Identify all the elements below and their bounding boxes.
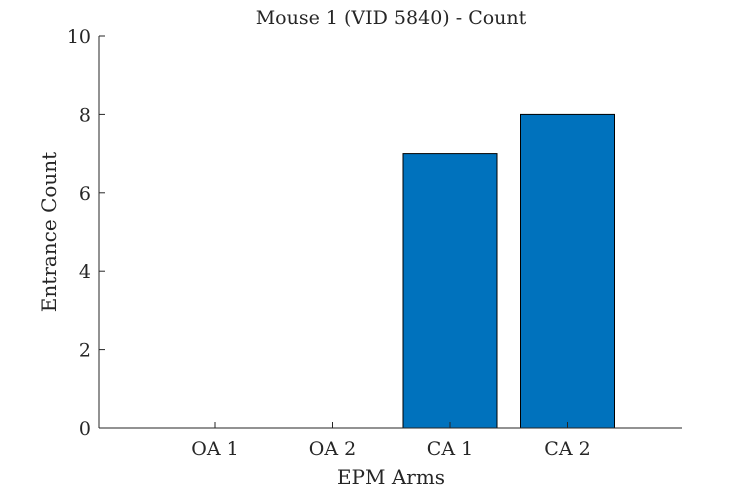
y-axis-label: Entrance Count (37, 152, 61, 312)
x-tick-label: OA 1 (191, 438, 238, 460)
chart-title: Mouse 1 (VID 5840) - Count (256, 7, 527, 29)
bar-ca-1 (402, 153, 498, 429)
y-tick-label: 2 (79, 340, 91, 362)
bar-ca-2 (520, 113, 615, 429)
x-axis: OA 1 OA 2 CA 1 CA 2 (99, 422, 682, 460)
y-tick-label: 4 (79, 261, 91, 283)
x-tick-label: CA 1 (427, 438, 473, 460)
bars-group (402, 113, 615, 429)
y-tick-label: 0 (79, 418, 91, 440)
y-axis: 0 2 4 6 8 10 (67, 26, 105, 440)
x-tick-label: CA 2 (544, 438, 590, 460)
y-tick-label: 8 (79, 104, 91, 126)
y-tick-label: 6 (79, 183, 91, 205)
x-tick-label: OA 2 (309, 438, 356, 460)
y-tick-label: 10 (67, 26, 91, 48)
x-axis-label: EPM Arms (337, 465, 445, 489)
